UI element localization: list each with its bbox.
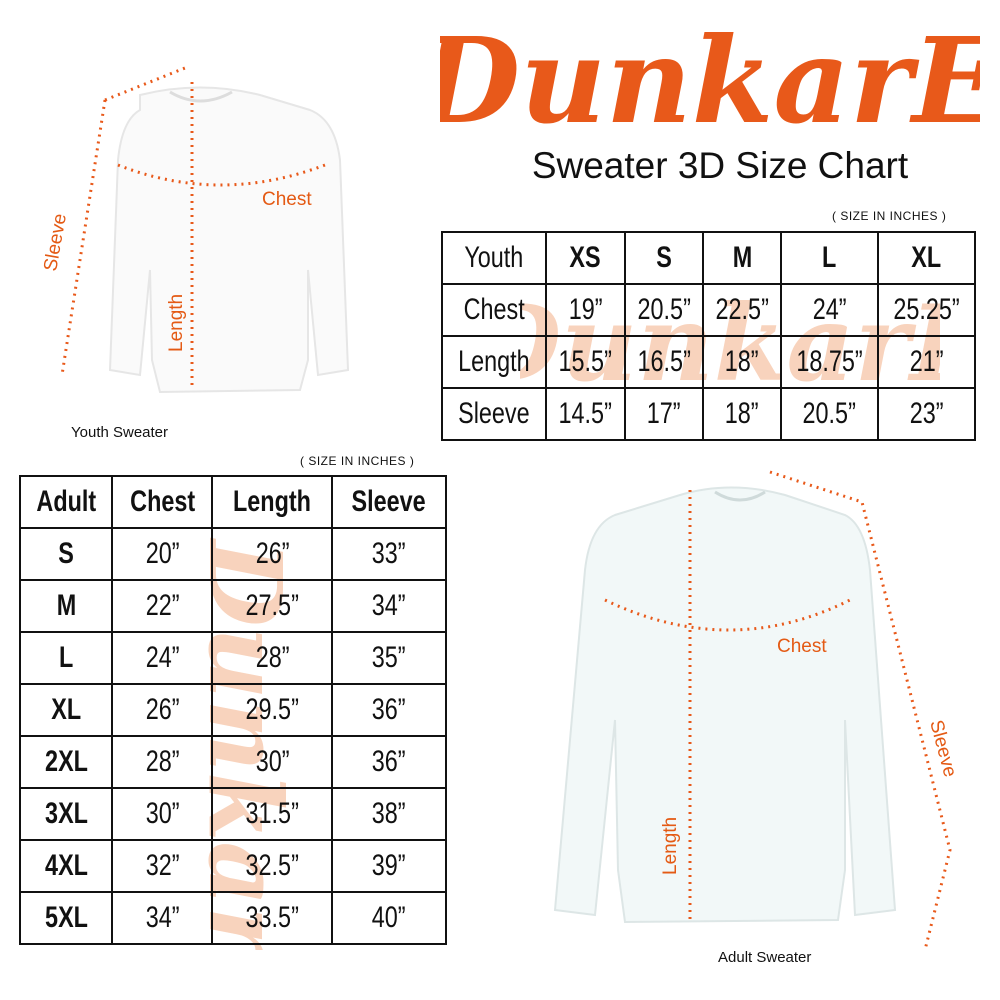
table-row: 5XL 34” 33.5” 40” bbox=[18, 891, 447, 945]
table-cell: 35” bbox=[372, 641, 406, 674]
table-cell: 36” bbox=[372, 745, 406, 778]
table-cell: 24” bbox=[145, 641, 180, 674]
table-cell: 38” bbox=[372, 797, 406, 830]
youth-length-label: Length bbox=[166, 294, 187, 352]
table-cell: 30” bbox=[255, 745, 290, 778]
table-header-cell: Adult bbox=[36, 485, 97, 518]
table-row: S 20” 26” 33” bbox=[18, 527, 447, 581]
table-cell: 28” bbox=[145, 745, 180, 778]
youth-sweater-shape bbox=[108, 86, 350, 394]
table-header-row: Youth XS S M L XL bbox=[440, 231, 976, 285]
size-label-cell: M bbox=[56, 589, 76, 622]
table-header-cell: Sleeve bbox=[351, 485, 427, 518]
table-cell: 17” bbox=[646, 397, 681, 430]
youth-sweater-illustration: Chest Length Sleeve bbox=[40, 66, 350, 394]
table-cell: Length bbox=[458, 345, 530, 378]
size-label-cell: L bbox=[58, 641, 74, 674]
table-cell: 22.5” bbox=[715, 293, 769, 326]
table-row: 3XL 30” 31.5” 38” bbox=[18, 787, 447, 841]
brand-logo-text: DunkarE bbox=[440, 11, 980, 150]
table-cell: 20.5” bbox=[637, 293, 691, 326]
table-cell: 33” bbox=[372, 537, 406, 570]
table-cell: 21” bbox=[909, 345, 944, 378]
table-row: 4XL 32” 32.5” 39” bbox=[18, 839, 447, 893]
adult-length-label: Length bbox=[660, 817, 681, 875]
table-cell: 32.5” bbox=[245, 849, 299, 882]
table-header-cell: Youth bbox=[464, 241, 524, 274]
size-label-cell: 3XL bbox=[44, 797, 88, 830]
table-row: XL 26” 29.5” 36” bbox=[18, 683, 447, 737]
table-cell: 31.5” bbox=[245, 797, 299, 830]
table-cell: Chest bbox=[463, 293, 525, 326]
adult-units-note: ( SIZE IN INCHES ) bbox=[300, 454, 415, 468]
adult-caption: Adult Sweater bbox=[718, 949, 812, 966]
table-cell: 22” bbox=[145, 589, 180, 622]
table-cell: 30” bbox=[145, 797, 180, 830]
table-cell: 36” bbox=[372, 693, 406, 726]
table-cell: 29.5” bbox=[245, 693, 299, 726]
table-cell: 18” bbox=[725, 345, 759, 378]
table-header-row: Adult Chest Length Sleeve bbox=[18, 475, 447, 529]
table-cell: 25.25” bbox=[893, 293, 960, 326]
table-header-cell: XL bbox=[911, 241, 942, 274]
table-cell: 18” bbox=[725, 397, 759, 430]
youth-size-table: Youth XS S M L XL Chest 19” 20.5” 22.5” … bbox=[440, 231, 976, 441]
table-cell: 26” bbox=[145, 693, 180, 726]
youth-units-note: ( SIZE IN INCHES ) bbox=[832, 209, 947, 223]
size-label-cell: S bbox=[58, 537, 74, 570]
table-cell: 19” bbox=[568, 293, 603, 326]
table-cell: 16.5” bbox=[637, 345, 691, 378]
table-cell: 33.5” bbox=[245, 901, 299, 934]
adult-sweater-shape bbox=[553, 486, 897, 924]
table-cell: Sleeve bbox=[458, 397, 530, 430]
table-cell: 39” bbox=[372, 849, 406, 882]
table-row: 2XL 28” 30” 36” bbox=[18, 735, 447, 789]
size-label-cell: 4XL bbox=[44, 849, 88, 882]
adult-chest-label: Chest bbox=[777, 636, 827, 657]
table-row: L 24” 28” 35” bbox=[18, 631, 447, 685]
table-header-cell: M bbox=[732, 241, 752, 274]
youth-chest-measure-line bbox=[117, 163, 326, 187]
table-row: Sleeve 14.5” 17” 18” 20.5” 23” bbox=[440, 387, 976, 441]
table-cell: 24” bbox=[812, 293, 847, 326]
table-cell: 14.5” bbox=[558, 397, 613, 430]
adult-size-table: Adult Chest Length Sleeve S 20” 26” 33” M 22”… bbox=[18, 475, 447, 945]
adult-sleeve-label: Sleeve bbox=[925, 718, 960, 780]
table-cell: 26” bbox=[255, 537, 290, 570]
table-row: Length 15.5” 16.5” 18” 18.75” 21” bbox=[440, 335, 976, 389]
table-cell: 28” bbox=[255, 641, 290, 674]
size-label-cell: 2XL bbox=[44, 745, 88, 778]
table-header-cell: XS bbox=[569, 241, 602, 274]
table-cell: 34” bbox=[145, 901, 180, 934]
table-header-cell: Length bbox=[233, 485, 312, 518]
table-cell: 40” bbox=[372, 901, 406, 934]
page-title: Sweater 3D Size Chart bbox=[531, 145, 909, 186]
youth-caption: Youth Sweater bbox=[71, 424, 169, 441]
table-cell: 34” bbox=[372, 589, 406, 622]
table-cell: 23” bbox=[909, 397, 944, 430]
youth-chest-label: Chest bbox=[262, 189, 312, 210]
table-header-cell: L bbox=[822, 241, 837, 274]
size-label-cell: XL bbox=[51, 693, 82, 726]
table-cell: 20” bbox=[145, 537, 180, 570]
table-header-cell: S bbox=[655, 241, 672, 274]
table-cell: 15.5” bbox=[558, 345, 613, 378]
brand-logo: DunkarE bbox=[440, 11, 980, 150]
table-cell: 18.75” bbox=[796, 345, 863, 378]
size-label-cell: 5XL bbox=[44, 901, 88, 934]
table-cell: 32” bbox=[145, 849, 180, 882]
table-row: M 22” 27.5” 34” bbox=[18, 579, 447, 633]
adult-sweater-illustration: Chest Length Sleeve bbox=[553, 470, 960, 951]
table-row: Chest 19” 20.5” 22.5” 24” 25.25” bbox=[440, 283, 976, 337]
youth-sleeve-measure-line bbox=[60, 99, 107, 376]
table-cell: 20.5” bbox=[802, 397, 857, 430]
table-cell: 27.5” bbox=[245, 589, 299, 622]
youth-sleeve-label: Sleeve bbox=[40, 212, 71, 273]
table-header-cell: Chest bbox=[129, 485, 195, 518]
